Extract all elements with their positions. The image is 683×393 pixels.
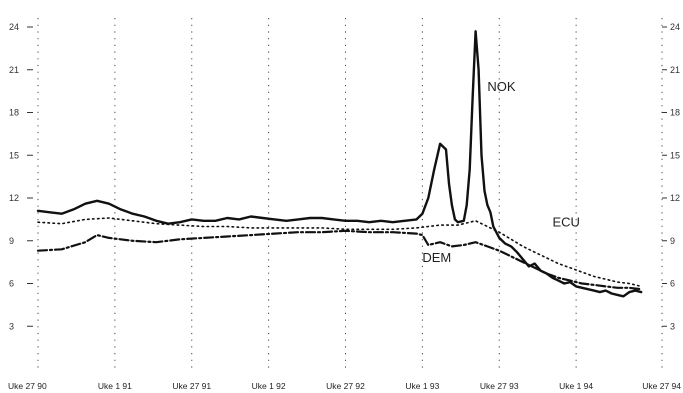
y-tick-label-left: 15	[9, 150, 19, 160]
y-tick-label-right: 12	[670, 193, 680, 203]
y-axis-left: 3 6 9 12 15 18 21 24	[9, 22, 33, 331]
x-tick-label: Uke 1 92	[252, 381, 286, 391]
y-tick-label-left: 21	[9, 65, 19, 75]
x-tick-label: Uke 27 93	[480, 381, 519, 391]
x-tick-label: Uke 27 94	[642, 381, 681, 391]
y-tick-label-right: 21	[670, 65, 680, 75]
y-tick-label-left: 24	[9, 22, 19, 32]
y-tick-label-right: 9	[670, 236, 675, 246]
series-label-ecu: ECU	[552, 215, 579, 230]
y-tick-label-right: 24	[670, 22, 680, 32]
y-tick-label-left: 3	[9, 321, 14, 331]
series-label-nok: NOK	[487, 79, 516, 94]
y-tick-label-right: 18	[670, 108, 680, 118]
y-tick-label-left: 18	[9, 108, 19, 118]
x-tick-label: Uke 1 93	[405, 381, 439, 391]
series-line-ecu	[37, 217, 642, 288]
grid-lines	[37, 18, 577, 369]
series-group	[36, 30, 643, 298]
y-tick-label-left: 9	[9, 236, 14, 246]
x-tick-label: Uke 1 94	[559, 381, 593, 391]
y-tick-label-right: 3	[670, 321, 675, 331]
x-tick-label: Uke 27 90	[8, 381, 47, 391]
series-line-dem	[36, 229, 643, 291]
y-axis-right: 3 6 9 12 15 18 21 24	[661, 18, 680, 369]
series-labels: NOK ECU DEM	[422, 79, 580, 265]
y-tick-label-right: 6	[670, 279, 675, 289]
series-label-dem: DEM	[422, 250, 451, 265]
series-line-nok	[36, 30, 643, 298]
x-tick-label: Uke 1 91	[98, 381, 132, 391]
y-tick-label-right: 15	[670, 150, 680, 160]
y-tick-label-left: 6	[9, 279, 14, 289]
y-tick-label-left: 12	[9, 193, 19, 203]
x-axis: Uke 27 90 Uke 1 91 Uke 27 91 Uke 1 92 Uke 27…	[8, 381, 681, 391]
x-tick-label: Uke 27 91	[172, 381, 211, 391]
x-tick-label: Uke 27 92	[326, 381, 365, 391]
